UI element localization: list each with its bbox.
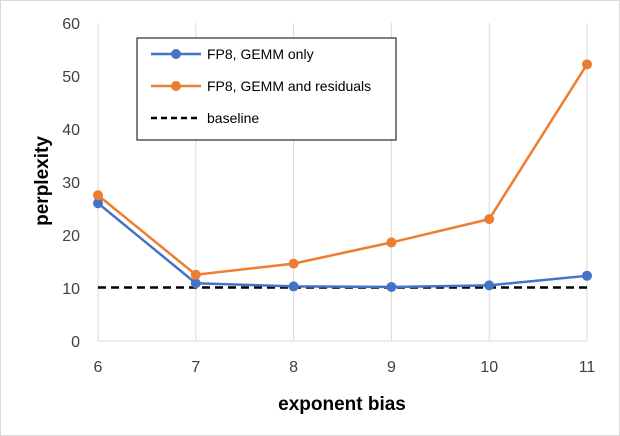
y-tick-label-10: 10	[62, 281, 80, 298]
data-point-fp8-gemm-and-residuals-11	[582, 59, 592, 70]
data-point-fp8-gemm-and-residuals-9	[386, 237, 397, 248]
legend-label-baseline: baseline	[207, 110, 259, 126]
legend-label-fp8-gemm-only: FP8, GEMM only	[207, 46, 314, 62]
x-tick-label-10: 10	[480, 359, 498, 376]
y-tick-label-30: 30	[62, 175, 80, 192]
data-point-fp8-gemm-only-8	[288, 281, 299, 292]
data-point-fp8-gemm-and-residuals-8	[288, 258, 299, 269]
y-tick-labels: 0 10 20 30 40 50 60	[62, 16, 80, 351]
x-tick-label-7: 7	[191, 359, 200, 376]
data-point-fp8-gemm-only-10	[484, 280, 495, 291]
data-point-fp8-gemm-and-residuals-6	[93, 190, 103, 201]
data-point-fp8-gemm-and-residuals-7	[190, 269, 201, 280]
y-tick-label-40: 40	[62, 122, 80, 139]
x-axis-title: exponent bias	[278, 394, 406, 415]
series-line-fp8-gemm-and-residuals	[97, 63, 589, 277]
data-point-fp8-gemm-only-7	[190, 278, 201, 289]
data-point-fp8-gemm-only-9	[386, 281, 397, 292]
series-fp8-gemm-only	[93, 198, 592, 292]
series-group	[93, 59, 592, 292]
data-point-fp8-gemm-only-11	[582, 270, 592, 281]
series-fp8-gemm-and-residuals	[93, 59, 592, 280]
y-axis-title: perplexity	[32, 136, 53, 226]
legend-label-fp8-gemm-and-residuals: FP8, GEMM and residuals	[207, 78, 371, 94]
y-tick-label-60: 60	[62, 16, 80, 33]
series-line-fp8-gemm-only	[97, 202, 588, 289]
legend-box	[136, 37, 397, 141]
data-point-fp8-gemm-only-6	[93, 198, 103, 209]
x-tick-label-9: 9	[387, 359, 396, 376]
data-point-fp8-gemm-and-residuals-10	[484, 214, 495, 225]
legend-marker-fp8-gemm-only	[171, 49, 181, 59]
y-tick-label-0: 0	[71, 334, 80, 351]
y-tick-label-50: 50	[62, 69, 80, 86]
y-tick-label-20: 20	[62, 228, 80, 245]
x-tick-labels: 6 7 8 9 10 11	[94, 359, 596, 376]
legend: FP8, GEMM only FP8, GEMM and residuals bas…	[136, 37, 397, 141]
x-tick-label-8: 8	[289, 359, 298, 376]
x-tick-label-11: 11	[579, 359, 596, 376]
x-tick-label-6: 6	[94, 359, 103, 376]
legend-marker-fp8-gemm-and-residuals	[171, 81, 181, 91]
